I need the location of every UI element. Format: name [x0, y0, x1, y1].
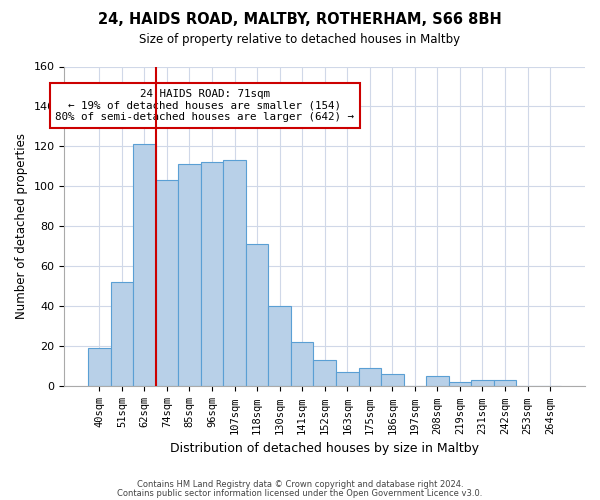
Bar	[133, 144, 155, 386]
Y-axis label: Number of detached properties: Number of detached properties	[15, 134, 28, 320]
Bar	[291, 342, 313, 386]
Text: Size of property relative to detached houses in Maltby: Size of property relative to detached ho…	[139, 32, 461, 46]
Text: Contains public sector information licensed under the Open Government Licence v3: Contains public sector information licen…	[118, 488, 482, 498]
Bar	[246, 244, 268, 386]
Bar	[426, 376, 449, 386]
X-axis label: Distribution of detached houses by size in Maltby: Distribution of detached houses by size …	[170, 442, 479, 455]
Bar	[178, 164, 201, 386]
Bar	[223, 160, 246, 386]
Bar	[155, 180, 178, 386]
Bar	[471, 380, 494, 386]
Bar	[381, 374, 404, 386]
Bar	[449, 382, 471, 386]
Bar	[494, 380, 516, 386]
Bar	[359, 368, 381, 386]
Text: 24 HAIDS ROAD: 71sqm
← 19% of detached houses are smaller (154)
80% of semi-deta: 24 HAIDS ROAD: 71sqm ← 19% of detached h…	[55, 89, 355, 122]
Bar	[268, 306, 291, 386]
Bar	[201, 162, 223, 386]
Text: Contains HM Land Registry data © Crown copyright and database right 2024.: Contains HM Land Registry data © Crown c…	[137, 480, 463, 489]
Bar	[88, 348, 110, 387]
Bar	[336, 372, 359, 386]
Bar	[313, 360, 336, 386]
Bar	[110, 282, 133, 387]
Text: 24, HAIDS ROAD, MALTBY, ROTHERHAM, S66 8BH: 24, HAIDS ROAD, MALTBY, ROTHERHAM, S66 8…	[98, 12, 502, 28]
